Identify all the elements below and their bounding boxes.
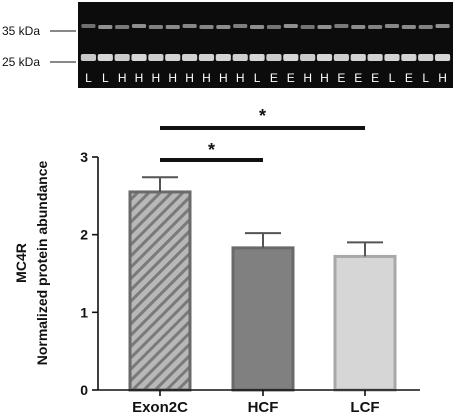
lane-label: H — [118, 71, 127, 85]
lower-band — [418, 54, 434, 61]
y-axis: 0 1 2 3 — [80, 149, 99, 398]
lower-band — [80, 54, 97, 61]
upper-band — [233, 24, 248, 28]
upper-band — [182, 24, 197, 28]
lane-label: H — [236, 71, 245, 85]
lane-label: E — [405, 71, 413, 85]
lower-band — [300, 54, 316, 61]
upper-band — [81, 24, 96, 28]
upper-band — [115, 25, 130, 29]
upper-band — [351, 25, 366, 29]
bars — [128, 190, 397, 392]
blot-image — [78, 2, 453, 88]
y-tick-label: 1 — [80, 304, 88, 320]
y-tick-label: 0 — [80, 382, 88, 398]
marker-label-25kda: 25 kDa — [2, 55, 40, 69]
lower-band-row — [80, 54, 451, 61]
lane-label: L — [422, 71, 429, 85]
lane-label: L — [254, 71, 261, 85]
upper-band — [334, 24, 349, 28]
lower-band — [367, 54, 383, 61]
lane-label: H — [320, 71, 329, 85]
upper-band — [435, 24, 450, 28]
upper-band — [98, 25, 113, 29]
lower-band — [97, 54, 113, 61]
lower-band — [131, 54, 147, 61]
upper-band — [368, 25, 383, 29]
lane-label: H — [168, 71, 177, 85]
lane-label: E — [337, 71, 345, 85]
bar-hcf — [231, 246, 295, 392]
lower-band — [165, 54, 181, 61]
upper-band — [401, 25, 416, 29]
lower-band — [198, 54, 215, 61]
x-axis: Exon2C HCF LCF — [98, 389, 420, 416]
upper-band — [165, 25, 180, 29]
significance-star: * — [259, 106, 266, 126]
bar-chart: MC4R Normalized protein abundance 0 1 2 3 E… — [13, 106, 420, 416]
lane-label: H — [202, 71, 211, 85]
lower-band — [350, 54, 366, 61]
upper-band — [317, 25, 332, 29]
y-axis-label-normalized: Normalized protein abundance — [34, 160, 50, 365]
upper-band — [148, 25, 163, 29]
lane-label: L — [102, 71, 109, 85]
y-tick-label: 3 — [80, 149, 88, 165]
lower-band — [401, 54, 417, 61]
x-tick-label: HCF — [248, 399, 279, 416]
significance-annotations: ** — [160, 106, 365, 162]
x-tick-label: LCF — [350, 399, 379, 416]
lower-band — [249, 54, 265, 61]
lane-label: H — [438, 71, 447, 85]
upper-band — [300, 25, 315, 29]
lane-label: L — [85, 71, 92, 85]
y-tick-label: 2 — [80, 227, 88, 243]
significance-star: * — [208, 140, 215, 160]
upper-band — [384, 24, 400, 28]
lower-band — [316, 54, 333, 61]
upper-band — [266, 25, 282, 29]
upper-band — [418, 25, 433, 29]
lane-label: E — [287, 71, 295, 85]
lane-label: E — [270, 71, 278, 85]
lower-band — [333, 54, 349, 61]
upper-band — [199, 25, 214, 29]
marker-label-35kda: 35 kDa — [2, 24, 40, 38]
lower-band — [232, 54, 248, 61]
upper-band-row — [81, 24, 450, 29]
lane-label: H — [303, 71, 312, 85]
lane-label: E — [354, 71, 362, 85]
lower-band — [384, 54, 400, 61]
lane-label: H — [185, 71, 194, 85]
lane-label: E — [371, 71, 379, 85]
y-axis-label-mc4r: MC4R — [13, 243, 29, 283]
lower-band — [148, 54, 164, 61]
upper-band — [131, 24, 147, 28]
lower-band — [182, 54, 198, 61]
error-bars — [142, 176, 383, 257]
upper-band — [216, 25, 231, 29]
upper-band — [283, 24, 298, 28]
lower-band — [434, 54, 451, 61]
bar-exon2c — [128, 190, 192, 392]
lower-band — [266, 54, 282, 61]
lower-band — [215, 54, 231, 61]
lower-band — [283, 54, 299, 61]
lane-label: H — [135, 71, 144, 85]
upper-band — [249, 25, 265, 29]
x-tick-label: Exon2C — [132, 399, 188, 416]
lane-label: L — [389, 71, 396, 85]
lane-label: H — [152, 71, 161, 85]
lower-band — [114, 54, 130, 61]
bar-lcf — [333, 254, 397, 392]
lane-label: H — [219, 71, 228, 85]
